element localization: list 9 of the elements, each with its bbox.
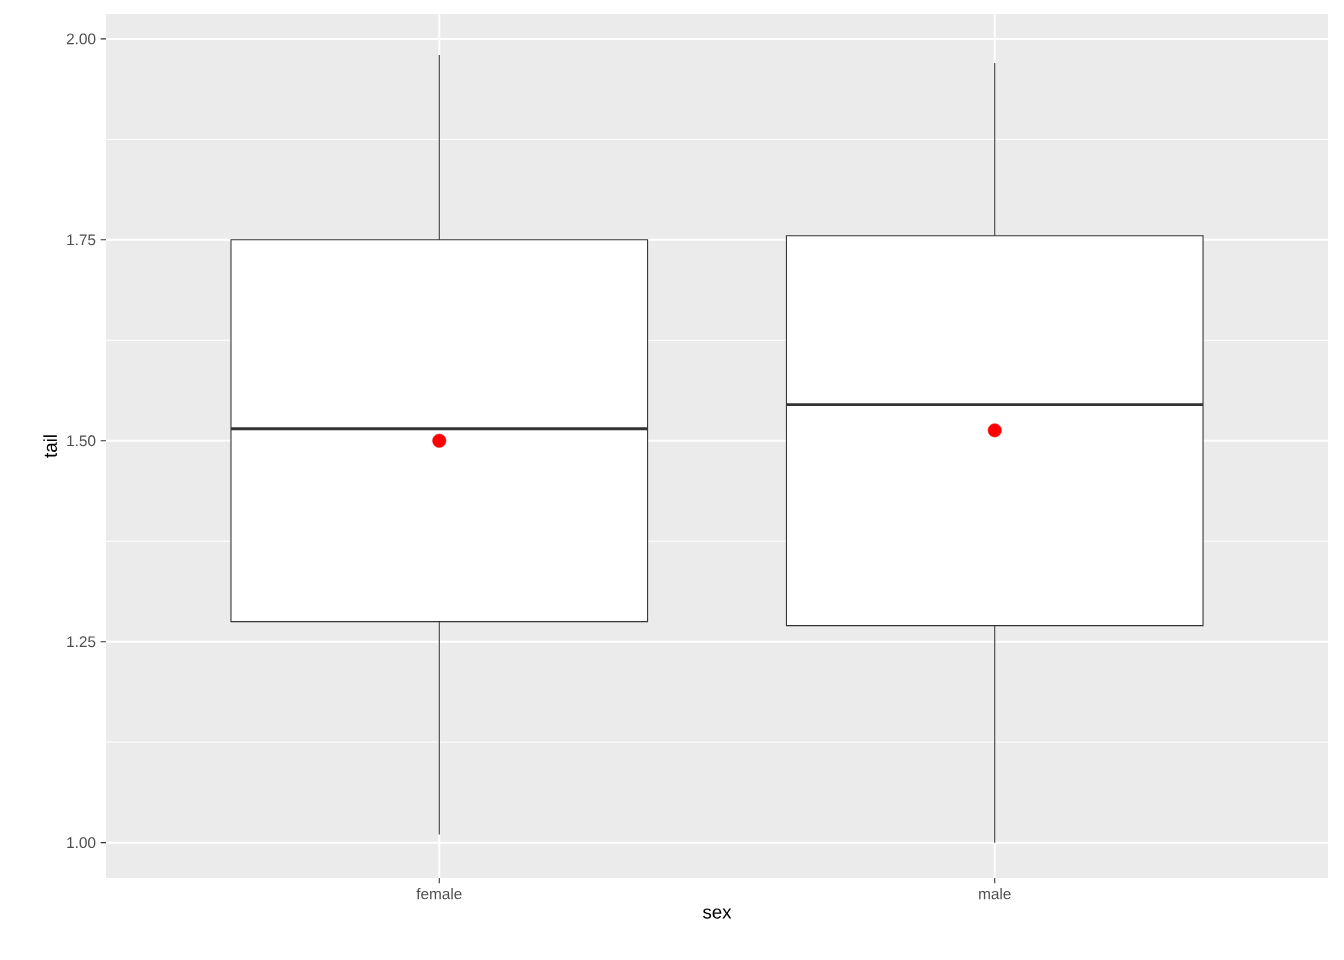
y-tick-label: 1.50 bbox=[67, 435, 96, 447]
y-tick-label: 2.00 bbox=[66, 33, 96, 45]
y-axis-title: tail bbox=[43, 435, 58, 458]
x-tick-label: female bbox=[416, 888, 462, 900]
x-tick-label: male bbox=[979, 888, 1011, 900]
y-tick-label: 1.75 bbox=[67, 234, 96, 246]
y-tick-label: 1.25 bbox=[67, 636, 96, 648]
x-axis-title: sex bbox=[703, 908, 732, 919]
y-tick-label: 1.00 bbox=[67, 837, 96, 849]
